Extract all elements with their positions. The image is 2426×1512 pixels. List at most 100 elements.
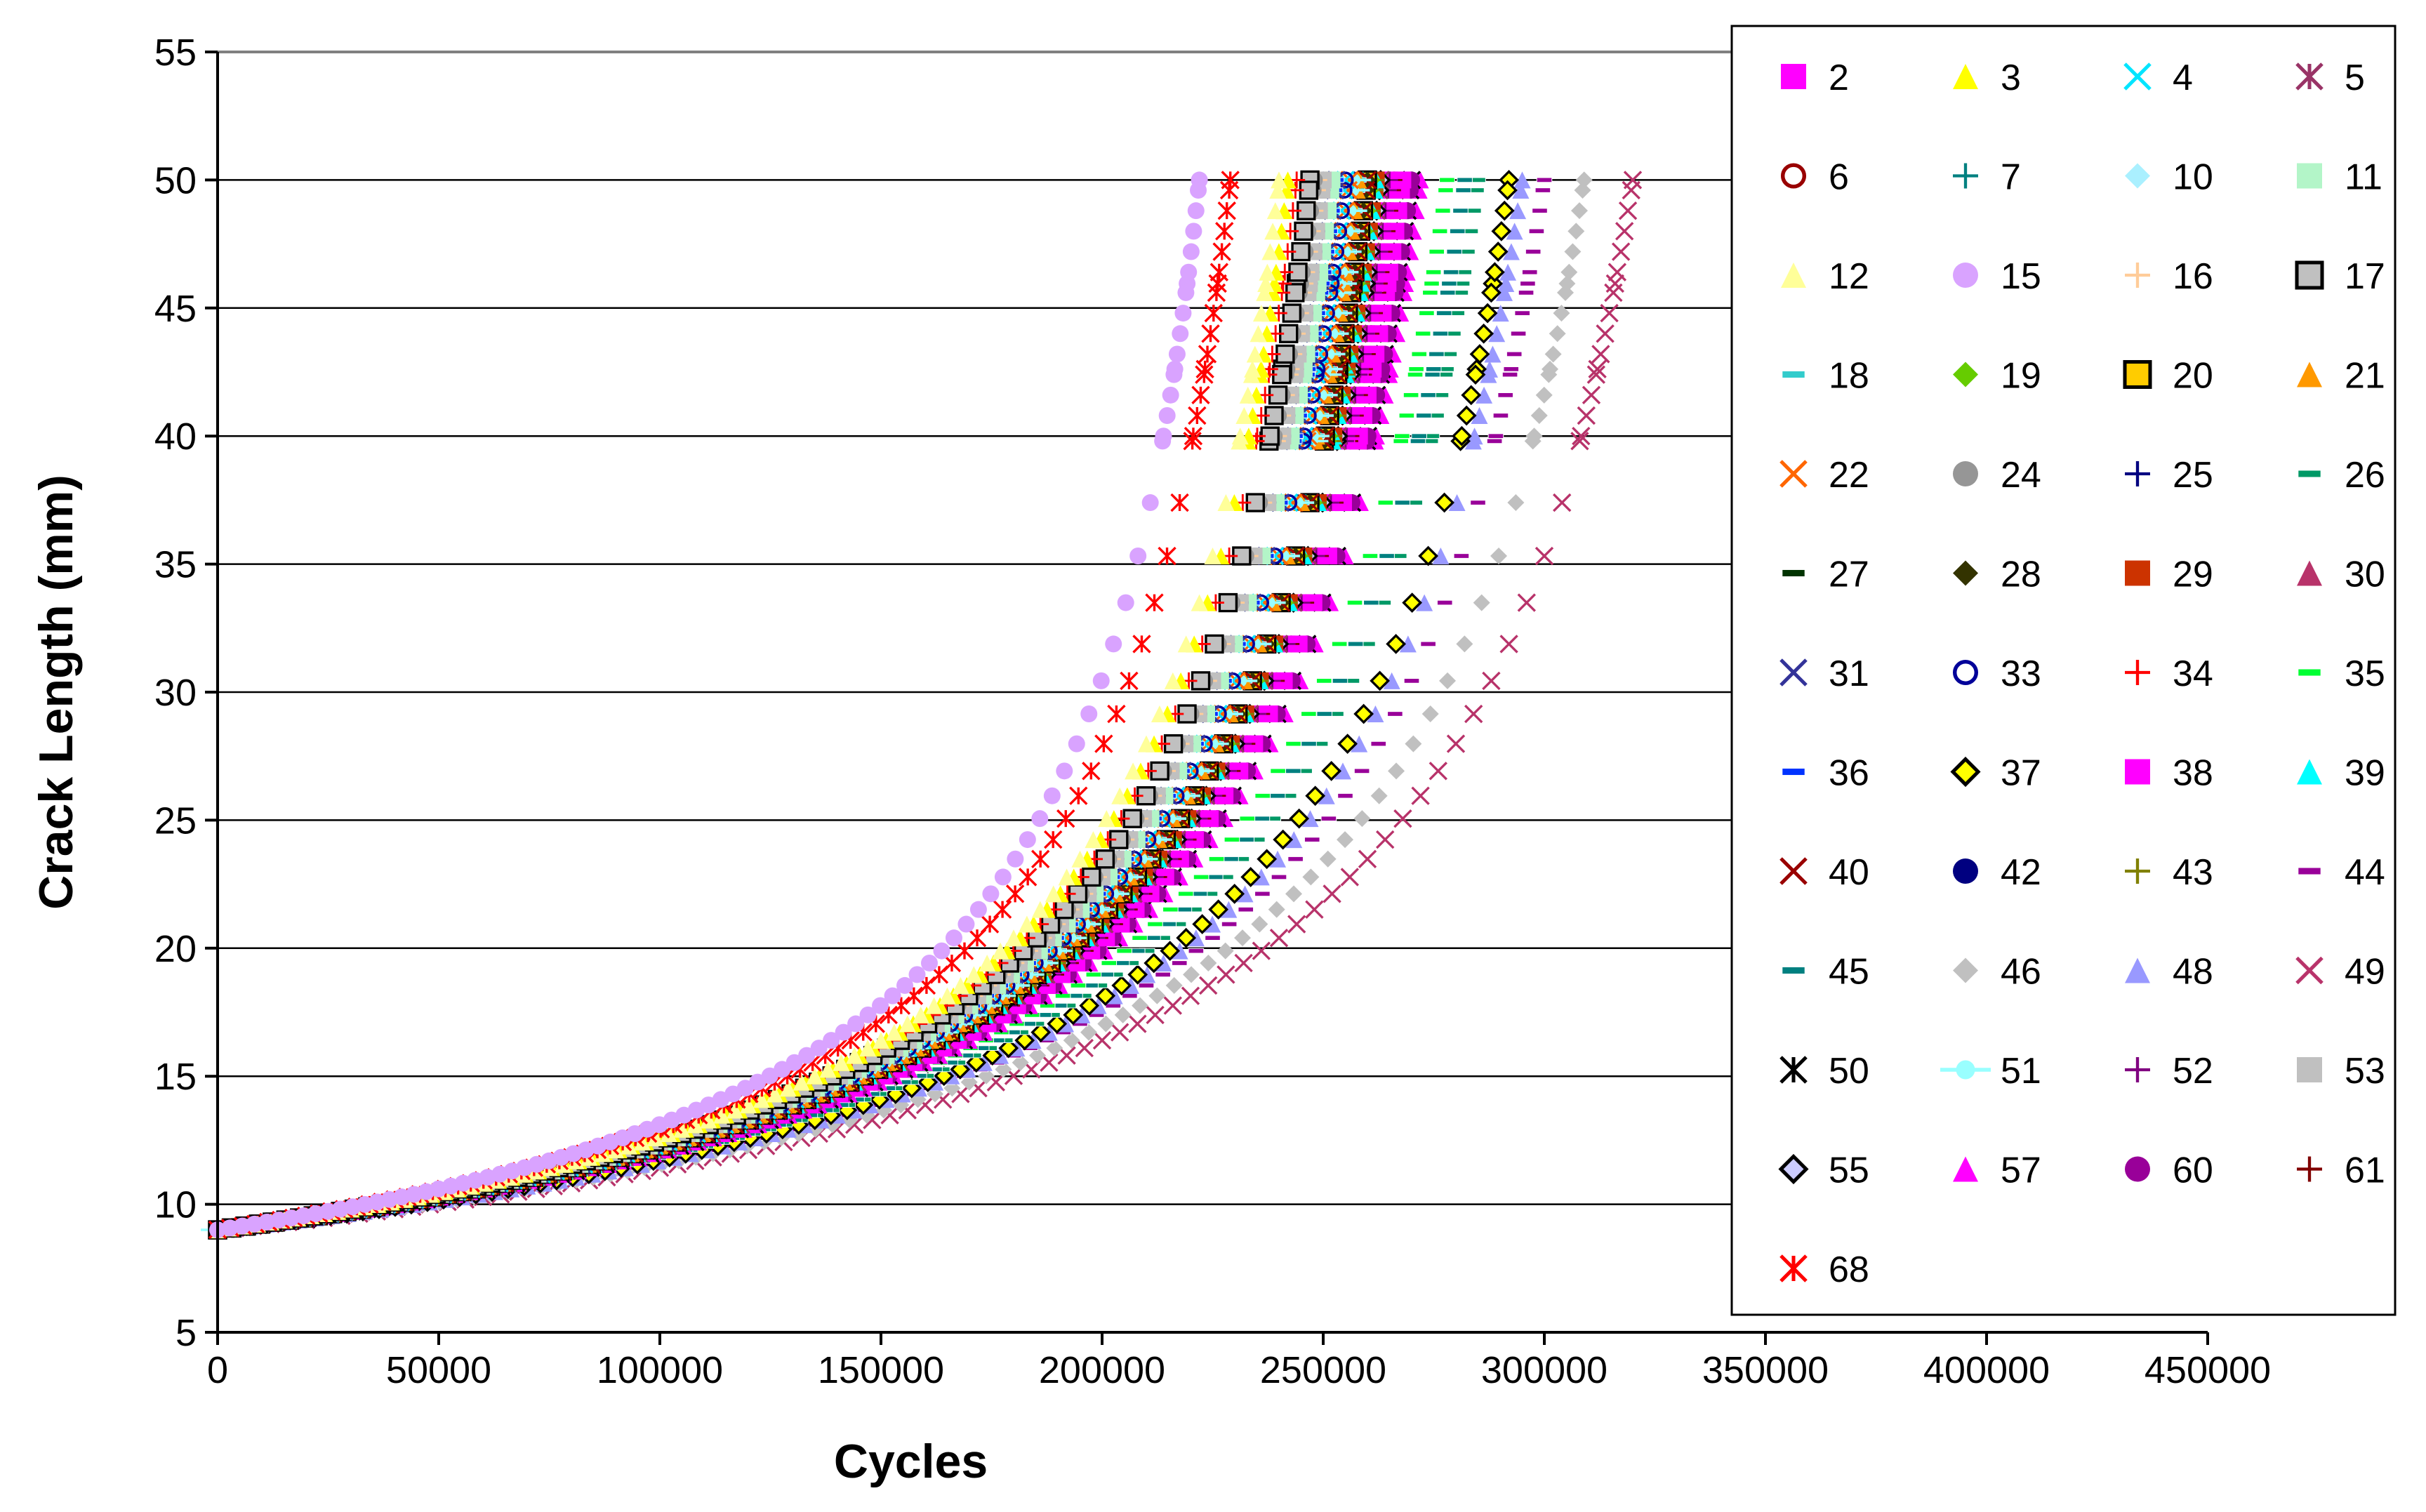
data-point [1407,371,1424,378]
data-point [1398,413,1415,418]
data-point [1456,405,1477,426]
legend-marker [2298,470,2321,478]
data-point [1362,553,1379,559]
data-point [1305,900,1324,919]
legend-label: 26 [2345,455,2385,496]
y-tick-label: 30 [154,672,197,714]
data-point [1148,987,1166,1004]
data-point [1353,810,1371,828]
legend-marker [1953,461,1978,486]
data-point [1056,762,1073,780]
data-point [1165,366,1183,383]
data-point [1513,171,1531,189]
data-point [1530,407,1548,425]
data-point [1234,929,1252,947]
data-point [1182,243,1200,260]
legend-label: 25 [2173,455,2213,496]
data-point [1540,366,1558,383]
data-point [1193,874,1209,880]
y-tick-label: 50 [154,159,197,201]
data-point [1453,553,1470,559]
legend-label: 46 [2001,952,2041,993]
data-point [1285,768,1301,774]
legend-label: 35 [2345,654,2385,694]
data-point [1424,281,1440,286]
data-point [1497,180,1518,201]
data-point [1155,427,1172,445]
data-point [1271,874,1287,880]
data-point [1499,263,1517,281]
legend-label: 61 [2345,1150,2385,1191]
data-point [1183,966,1200,983]
data-point [1393,438,1410,444]
legend-label: 12 [1829,256,1869,297]
data-point [1386,634,1407,654]
data-point [1236,885,1254,903]
data-point [1536,177,1553,183]
data-point [1469,187,1485,193]
data-point [1393,809,1412,828]
data-point [1553,305,1570,322]
data-point [1217,965,1235,984]
data-point [1116,948,1132,954]
legend-marker [2298,668,2321,677]
data-point [1564,243,1582,260]
data-point [1146,1005,1165,1025]
data-point [1465,364,1486,385]
data-point [1252,868,1270,886]
data-point [1448,494,1466,512]
legend-marker [1953,858,1978,884]
data-point [1138,983,1155,988]
x-tick-label: 450000 [2145,1349,2271,1391]
legend-label: 10 [2173,157,2213,198]
data-point [1129,548,1147,565]
data-point [1273,829,1294,850]
data-point [1600,303,1619,323]
data-point [1207,874,1224,880]
data-point [1434,492,1454,513]
data-point [1029,1047,1047,1064]
data-point [1491,220,1512,241]
data-point [1379,553,1395,559]
data-point [1162,906,1179,913]
data-point [1171,960,1188,966]
data-point [1502,243,1520,260]
legend-marker [2123,359,2152,390]
legend-label: 39 [2345,753,2385,794]
data-point [969,901,987,918]
data-point [1289,808,1310,829]
data-point [1502,371,1518,378]
data-point [1269,793,1286,799]
data-point [1466,427,1483,445]
data-point [1301,741,1317,747]
legend-label: 18 [1829,356,1869,397]
data-point [1443,269,1459,275]
legend-label: 36 [1829,753,1869,794]
data-point [1238,906,1254,913]
data-point [1510,331,1527,337]
y-tick-label: 20 [154,928,197,970]
legend-label: 37 [2001,753,2041,794]
data-point [1436,310,1452,316]
data-point [1221,921,1238,927]
data-point [1544,345,1562,363]
data-point [1506,223,1523,240]
legend-label: 5 [2345,58,2365,98]
data-point [1455,187,1471,193]
data-point [1047,1014,1068,1034]
data-point [1340,868,1359,887]
data-point [1367,705,1384,723]
data-point [1422,290,1438,296]
legend-marker [1953,263,1978,288]
data-point [1456,635,1473,653]
data-point [1155,971,1171,978]
data-point [1490,548,1508,565]
data-point [1019,831,1036,849]
data-point [1431,228,1448,234]
data-point [1192,914,1213,934]
data-point [933,942,950,960]
data-point [1370,670,1391,691]
data-point [1477,303,1498,324]
data-point [1383,672,1400,689]
